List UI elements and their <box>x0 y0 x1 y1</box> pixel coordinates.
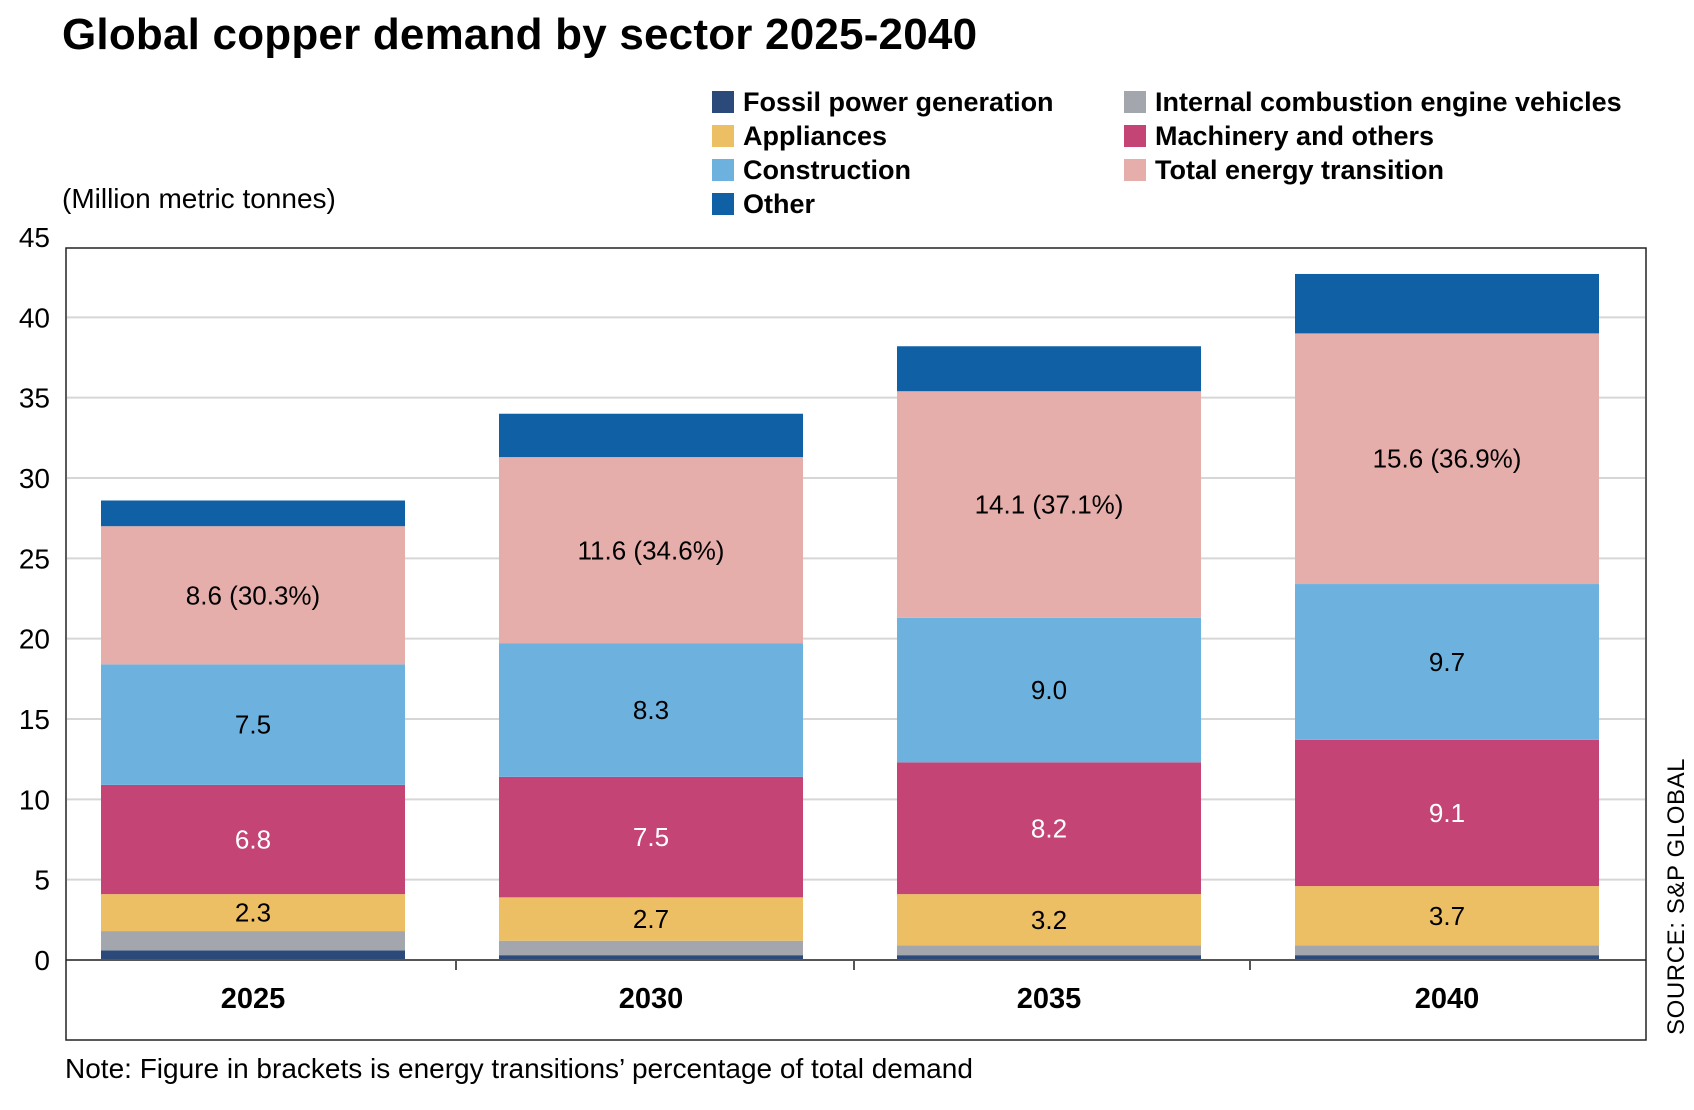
x-axis: 2025 2030 2035 2040 <box>66 959 1646 1015</box>
bar-segment <box>897 762 1201 895</box>
bar-segment <box>1295 886 1599 946</box>
x-tick-label: 2040 <box>1415 983 1480 1015</box>
bar-segment <box>101 784 405 895</box>
data-label: 9.1 <box>1429 798 1465 828</box>
legend-swatch <box>712 91 734 113</box>
data-label: 6.8 <box>235 825 271 855</box>
y-tick-label: 0 <box>34 945 50 976</box>
legend-swatch <box>1124 125 1146 147</box>
bar-segment <box>1295 273 1599 334</box>
legend-label: Construction <box>743 154 911 185</box>
legend-label: Fossil power generation <box>743 86 1054 117</box>
x-tick-label: 2025 <box>221 983 286 1015</box>
legend-label: Total energy transition <box>1155 154 1445 185</box>
bar-segment <box>499 457 803 644</box>
chart-title: Global copper demand by sector 2025-2040 <box>62 10 978 59</box>
legend-item: Internal combustion engine vehicles <box>1124 87 1622 117</box>
bar-segment <box>499 643 803 777</box>
legend-item: Fossil power generation <box>712 87 1054 117</box>
y-tick-label: 40 <box>19 302 50 333</box>
y-tick-label: 25 <box>19 543 50 574</box>
y-tick-label: 10 <box>19 784 50 815</box>
data-label: 9.7 <box>1429 647 1465 677</box>
y-tick-label: 15 <box>19 704 50 735</box>
legend-label: Machinery and others <box>1155 120 1435 151</box>
data-label: 2.3 <box>235 898 271 928</box>
footnote: Note: Figure in brackets is energy trans… <box>65 1053 973 1084</box>
source-label: SOURCE: S&P GLOBAL <box>1663 757 1690 1035</box>
data-label: 3.2 <box>1031 905 1067 935</box>
bar-segment <box>1295 333 1599 585</box>
bar-segment <box>897 346 1201 392</box>
legend-item: Construction <box>712 155 911 185</box>
bar-segment <box>101 500 405 527</box>
bar-segment <box>499 955 803 960</box>
bar-segment <box>1295 945 1599 956</box>
legend-swatch <box>712 193 734 215</box>
legend: Fossil power generation Internal combusti… <box>712 87 1672 227</box>
data-label: 7.5 <box>633 822 669 852</box>
y-tick-label: 45 <box>19 222 50 253</box>
bar-segment <box>499 413 803 458</box>
data-label: 7.5 <box>235 710 271 740</box>
legend-swatch <box>712 159 734 181</box>
legend-label: Internal combustion engine vehicles <box>1155 86 1622 117</box>
bar-segment <box>101 931 405 951</box>
bar-segment <box>1295 739 1599 887</box>
bar-stack-2040: 3.7 9.1 9.7 15.6 (36.9%) <box>1295 273 1599 960</box>
bar-segment <box>1295 584 1599 740</box>
y-tick-label: 35 <box>19 383 50 414</box>
bar-segment <box>897 617 1201 763</box>
data-label: 8.6 (30.3%) <box>186 580 320 610</box>
bar-segment <box>897 894 1201 946</box>
y-tick-label: 30 <box>19 463 50 494</box>
y-axis-unit-label: (Million metric tonnes) <box>62 183 336 214</box>
bar-segment <box>499 940 803 956</box>
bar-segment <box>897 391 1201 618</box>
legend-label: Appliances <box>743 120 888 151</box>
plot-frame <box>65 247 1647 1041</box>
data-label: 8.2 <box>1031 813 1067 843</box>
bar-segment <box>1295 955 1599 960</box>
bars: 2.3 6.8 7.5 8.6 (30.3%) 2.7 7.5 8.3 11.6 (34.6%… <box>101 273 1599 960</box>
legend-swatch <box>1124 159 1146 181</box>
data-label: 9.0 <box>1031 675 1067 705</box>
bar-segment <box>499 776 803 898</box>
data-label: 3.7 <box>1429 901 1465 931</box>
bar-segment <box>101 664 405 785</box>
bar-segment <box>499 897 803 941</box>
legend-item: Other <box>712 189 815 219</box>
legend-item: Machinery and others <box>1124 121 1434 151</box>
data-label: 15.6 (36.9%) <box>1373 444 1522 474</box>
bar-stack-2025: 2.3 6.8 7.5 8.6 (30.3%) <box>101 500 405 960</box>
bar-stack-2030: 2.7 7.5 8.3 11.6 (34.6%) <box>499 413 803 960</box>
legend-swatch <box>712 125 734 147</box>
data-label: 8.3 <box>633 695 669 725</box>
bar-segment <box>897 955 1201 960</box>
x-tick-label: 2030 <box>619 983 684 1015</box>
x-tick-label: 2035 <box>1017 983 1082 1015</box>
y-tick-label: 20 <box>19 624 50 655</box>
legend-swatch <box>1124 91 1146 113</box>
legend-item: Total energy transition <box>1124 155 1444 185</box>
y-tick-label: 5 <box>34 865 50 896</box>
legend-item: Appliances <box>712 121 887 151</box>
legend-label: Other <box>743 188 816 219</box>
bar-segment <box>101 894 405 932</box>
bar-segment <box>897 945 1201 956</box>
data-label: 2.7 <box>633 904 669 934</box>
bar-segment <box>101 526 405 665</box>
data-label: 11.6 (34.6%) <box>578 535 725 565</box>
y-axis-ticks: 0 5 10 15 20 25 30 35 40 45 <box>19 222 50 976</box>
bar-stack-2035: 3.2 8.2 9.0 14.1 (37.1%) <box>897 346 1201 960</box>
bar-segment <box>101 950 405 960</box>
data-label: 14.1 (37.1%) <box>975 490 1124 520</box>
